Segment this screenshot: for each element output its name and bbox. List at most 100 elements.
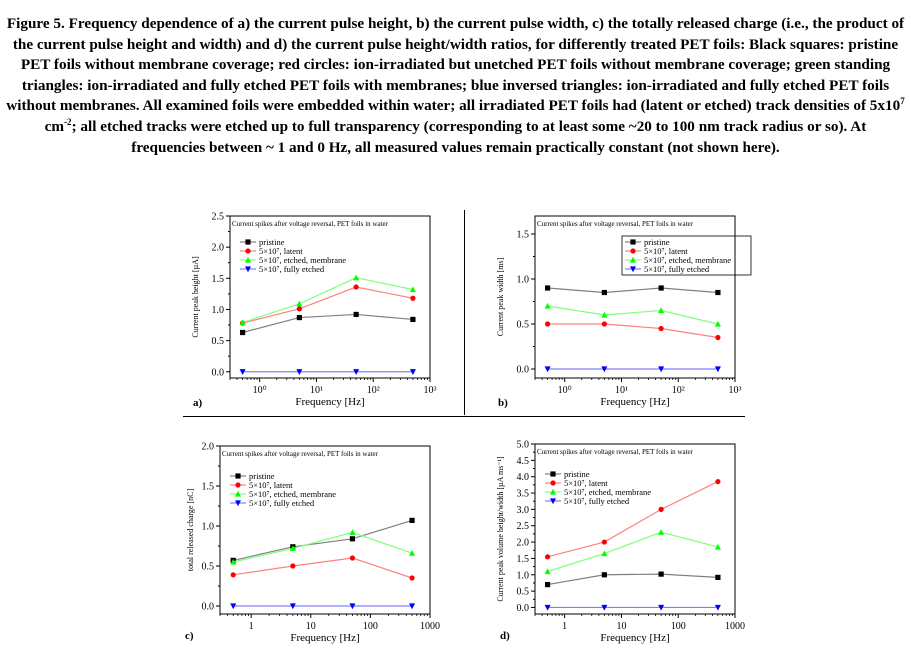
- chart-panel-c: Current spikes after voltage reversal, P…: [185, 442, 440, 645]
- chart-d-series-3-point-1: [601, 604, 608, 611]
- chart-a-legend-marker-0: [245, 239, 251, 245]
- chart-a-series-1-point-1: [296, 306, 302, 312]
- chart-d-series-2-line: [547, 531, 719, 573]
- chart-b-series-3-point-2: [658, 366, 665, 373]
- chart-d-ytick-label-7: 3.5: [517, 489, 530, 500]
- chart-b-legend-marker-0: [630, 239, 636, 245]
- chart-d-series-3-point-0: [544, 604, 551, 611]
- chart-d-legend-marker-3: [550, 498, 556, 505]
- figure-caption: Figure 5. Frequency dependence of a) the…: [6, 14, 905, 158]
- chart-a-series-0-point-0: [239, 329, 246, 336]
- chart-d-ytick-label-3: 1.5: [517, 554, 530, 565]
- chart-c-ylabel: total released charge [nC]: [186, 489, 195, 572]
- chart-a-xtick-label-0: 10⁰: [253, 385, 267, 396]
- chart-c-xlabel: Frequency [Hz]: [290, 632, 359, 644]
- chart-d-xtick-label-0: 1: [562, 621, 567, 632]
- chart-d-frame: [534, 443, 736, 615]
- chart-b-legend-box: [621, 235, 752, 276]
- chart-b-series-1-point-1: [601, 321, 607, 327]
- chart-b-series-2-point-0: [544, 302, 551, 309]
- chart-c-series-2-point-1: [289, 545, 296, 551]
- chart-a-ytick-label-2: 1.0: [212, 305, 225, 316]
- chart-c-frame: [219, 445, 431, 615]
- chart-a-series-2-point-1: [296, 300, 303, 307]
- chart-d-ylabel: Current peak volume height/width [µA ms⁻…: [496, 456, 505, 602]
- chart-b-series-1-point-0: [544, 321, 551, 327]
- chart-d-series-0-point-0: [544, 581, 551, 588]
- chart-c-series-1-line: [233, 557, 413, 579]
- chart-panel-d: Current spikes after voltage reversal, P…: [496, 440, 745, 645]
- chart-c-series-0-point-2: [349, 536, 356, 542]
- chart-a-legend-label-1: 5×10⁷, latent: [259, 246, 303, 256]
- chart-a-legend-marker-2: [245, 256, 251, 263]
- chart-a-series-1-point-3: [410, 295, 416, 301]
- chart-c-series-0-point-3: [409, 517, 415, 523]
- chart-d-legend-label-3: 5×10⁷, fully etched: [564, 496, 630, 506]
- chart-c-ytick-label-4: 2.0: [202, 442, 215, 453]
- chart-a-series-2-point-2: [353, 274, 360, 281]
- chart-a-series-0-point-2: [353, 311, 359, 318]
- chart-b-xtick-label-3: 10³: [729, 385, 742, 396]
- chart-d-series-2-point-3: [714, 543, 721, 550]
- chart-a-ylabel: Current peak height [µA]: [191, 256, 200, 338]
- chart-c-ytick-label-3: 1.5: [202, 482, 215, 493]
- chart-c-series-3-point-0: [230, 603, 237, 610]
- chart-b-series-3-point-3: [714, 366, 721, 373]
- chart-a-ytick-label-1: 0.5: [212, 336, 225, 347]
- chart-b-series-1-line: [547, 323, 719, 339]
- caption-exponent-unit: -2: [64, 116, 72, 127]
- chart-b-series-2-point-1: [601, 311, 608, 318]
- chart-b-xtick-label-2: 10²: [672, 385, 685, 396]
- chart-b-ytick-label-1: 0.5: [517, 320, 530, 331]
- chart-b-series-0-point-1: [601, 289, 607, 296]
- chart-b-series-2-point-2: [658, 307, 665, 314]
- chart-b-legend-marker-1: [630, 248, 636, 254]
- chart-panel-a: Current spikes after voltage reversal, P…: [191, 212, 437, 410]
- chart-c-series-1-point-1: [290, 563, 296, 569]
- chart-c-series-0-line: [233, 519, 413, 561]
- chart-b-legend-label-1: 5×10⁷, latent: [644, 246, 688, 256]
- chart-a-series-3-point-3: [409, 369, 416, 375]
- chart-c-legend-label-3: 5×10⁷, fully etched: [249, 498, 315, 508]
- chart-c-series-2-point-2: [349, 529, 356, 535]
- chart-d-series-2-point-2: [658, 529, 665, 535]
- chart-c-legend-label-2: 5×10⁷, etched, membrane: [249, 489, 336, 499]
- caption-exponent-density: 7: [900, 96, 905, 107]
- chart-a-legend-marker-1: [245, 248, 251, 254]
- vertical-divider: [464, 210, 465, 415]
- chart-a-series-0-point-3: [410, 316, 416, 323]
- chart-a-series-0-line: [242, 313, 413, 334]
- chart-c-legend-marker-3: [235, 500, 241, 507]
- caption-text: Figure 5. Frequency dependence of a) the…: [6, 15, 905, 115]
- chart-c-series-3-point-3: [409, 603, 416, 610]
- chart-d-ytick-label-8: 4.0: [517, 472, 530, 483]
- chart-b-series-2-point-3: [714, 320, 721, 327]
- chart-c-ytick-label-0: 0.0: [202, 602, 215, 613]
- caption-unit: cm: [44, 117, 65, 135]
- chart-c-ytick-label-2: 1.0: [202, 522, 215, 533]
- chart-d-series-1-point-2: [658, 506, 664, 512]
- chart-b-series-0-point-0: [544, 285, 551, 291]
- chart-b-series-1-point-2: [658, 325, 664, 332]
- chart-b-legend-label-2: 5×10⁷, etched, membrane: [644, 255, 731, 265]
- chart-a-series-2-point-3: [409, 286, 416, 293]
- chart-b-series-1-point-3: [715, 334, 721, 341]
- chart-a-legend-marker-3: [245, 266, 251, 273]
- chart-a-xlabel: Frequency [Hz]: [295, 396, 364, 408]
- chart-c-series-1-point-2: [349, 555, 356, 561]
- chart-d-xtick-label-3: 1000: [725, 621, 745, 632]
- chart-c-legend-marker-2: [235, 490, 241, 497]
- chart-a-ytick-label-4: 2.0: [212, 243, 225, 254]
- chart-d-legend-label-1: 5×10⁷, latent: [564, 478, 608, 488]
- chart-d-series-1-point-0: [544, 554, 551, 560]
- chart-a-xtick-label-3: 10³: [424, 385, 437, 396]
- chart-a-legend-label-3: 5×10⁷, fully etched: [259, 264, 325, 274]
- chart-a-xtick-label-2: 10²: [367, 385, 380, 396]
- chart-a-series-3-point-0: [239, 369, 246, 375]
- chart-c-panel-label: c): [185, 630, 194, 642]
- chart-c-series-3-point-1: [289, 603, 296, 610]
- chart-b-series-3-point-0: [544, 366, 551, 373]
- chart-a-panel-label: a): [193, 397, 203, 409]
- chart-d-legend-label-2: 5×10⁷, etched, membrane: [564, 487, 651, 497]
- chart-c-legend-label-0: pristine: [249, 471, 275, 481]
